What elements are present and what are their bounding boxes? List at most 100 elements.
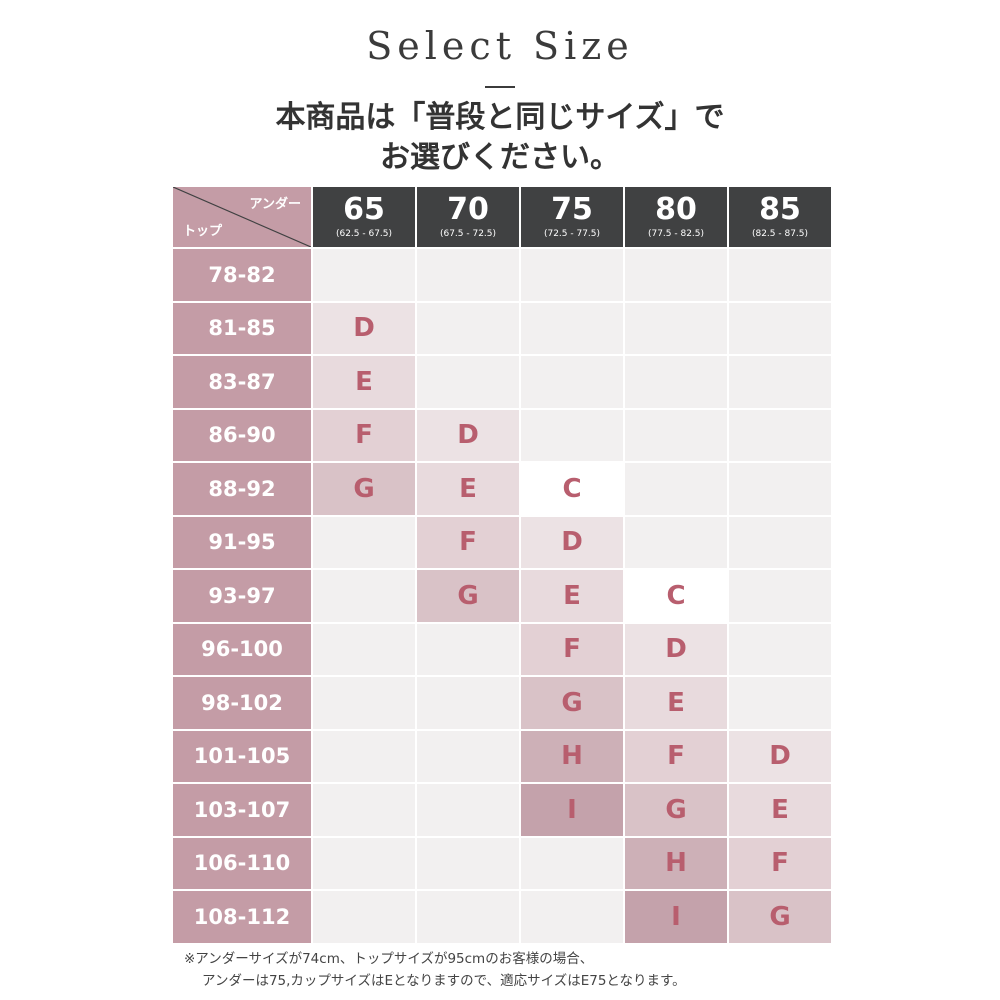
- empty-cell: [521, 249, 623, 301]
- cup-size-cell: F: [313, 409, 415, 461]
- cup-size-cell: G: [313, 463, 415, 515]
- empty-cell: [729, 570, 831, 622]
- empty-cell: [417, 302, 519, 354]
- corner-header-cell: アンダー トップ: [173, 187, 311, 247]
- corner-diagonal-line: [173, 187, 311, 247]
- top-size-header: 91-95: [173, 516, 311, 568]
- under-size-range: (62.5 - 67.5): [335, 229, 393, 239]
- empty-cell: [521, 891, 623, 943]
- empty-cell: [313, 516, 415, 568]
- cup-size-cell: I: [521, 784, 623, 836]
- empty-cell: [313, 891, 415, 943]
- cup-size-cell: C: [625, 570, 727, 622]
- subtitle: 本商品は「普段と同じサイズ」で お選びください。: [0, 98, 1000, 178]
- empty-cell: [417, 356, 519, 408]
- empty-cell: [625, 463, 727, 515]
- empty-cell: [521, 409, 623, 461]
- empty-cell: [417, 249, 519, 301]
- empty-cell: [729, 409, 831, 461]
- cup-size-cell: G: [729, 891, 831, 943]
- empty-cell: [729, 623, 831, 675]
- cup-size-cell: G: [417, 570, 519, 622]
- cup-size-cell: H: [625, 837, 727, 889]
- cup-size-cell: H: [521, 730, 623, 782]
- under-size-range: (67.5 - 72.5): [439, 229, 497, 239]
- cup-size-cell: G: [521, 677, 623, 729]
- cup-size-cell: D: [625, 623, 727, 675]
- cup-size-cell: I: [625, 891, 727, 943]
- footnote: ※アンダーサイズが74cm、トップサイズが95cmのお客様の場合、 アンダーは7…: [184, 948, 686, 992]
- empty-cell: [313, 730, 415, 782]
- under-size-value: 85: [759, 192, 801, 227]
- empty-cell: [417, 784, 519, 836]
- empty-cell: [729, 356, 831, 408]
- empty-cell: [625, 516, 727, 568]
- cup-size-cell: D: [313, 302, 415, 354]
- empty-cell: [625, 356, 727, 408]
- empty-cell: [625, 409, 727, 461]
- top-size-header: 83-87: [173, 356, 311, 408]
- under-size-value: 80: [655, 192, 697, 227]
- under-size-header-80: 80 (77.5 - 82.5): [625, 187, 727, 247]
- empty-cell: [417, 623, 519, 675]
- top-size-header: 98-102: [173, 677, 311, 729]
- footnote-line-1: ※アンダーサイズが74cm、トップサイズが95cmのお客様の場合、: [184, 951, 594, 967]
- empty-cell: [521, 837, 623, 889]
- subtitle-line-2: お選びください。: [380, 140, 620, 175]
- empty-cell: [729, 516, 831, 568]
- under-size-value: 75: [551, 192, 593, 227]
- empty-cell: [625, 249, 727, 301]
- empty-cell: [417, 837, 519, 889]
- cup-size-cell: G: [625, 784, 727, 836]
- empty-cell: [313, 249, 415, 301]
- top-size-header: 93-97: [173, 570, 311, 622]
- empty-cell: [417, 677, 519, 729]
- under-size-range: (82.5 - 87.5): [751, 229, 809, 239]
- empty-cell: [313, 677, 415, 729]
- top-size-axis-label: トップ: [183, 224, 223, 239]
- title-divider: [485, 86, 515, 88]
- cup-size-cell: D: [417, 409, 519, 461]
- under-size-axis-label: アンダー: [249, 197, 301, 212]
- under-size-header-85: 85 (82.5 - 87.5): [729, 187, 831, 247]
- empty-cell: [313, 570, 415, 622]
- empty-cell: [313, 623, 415, 675]
- empty-cell: [313, 784, 415, 836]
- empty-cell: [417, 730, 519, 782]
- top-size-header: 103-107: [173, 784, 311, 836]
- empty-cell: [625, 302, 727, 354]
- footnote-line-2: アンダーは75,カップサイズはEとなりますので、適応サイズはE75となります。: [202, 973, 686, 989]
- top-size-header: 78-82: [173, 249, 311, 301]
- empty-cell: [729, 677, 831, 729]
- cup-size-cell: E: [625, 677, 727, 729]
- cup-size-cell: D: [521, 516, 623, 568]
- size-chart-table: アンダー トップ 65 (62.5 - 67.5) 70 (67.5 - 72.5) 7…: [173, 187, 831, 943]
- subtitle-line-1: 本商品は「普段と同じサイズ」で: [275, 100, 725, 135]
- top-size-header: 96-100: [173, 623, 311, 675]
- under-size-header-75: 75 (72.5 - 77.5): [521, 187, 623, 247]
- cup-size-cell: C: [521, 463, 623, 515]
- under-size-header-65: 65 (62.5 - 67.5): [313, 187, 415, 247]
- empty-cell: [729, 249, 831, 301]
- under-size-header-70: 70 (67.5 - 72.5): [417, 187, 519, 247]
- cup-size-cell: E: [313, 356, 415, 408]
- top-size-header: 88-92: [173, 463, 311, 515]
- cup-size-cell: E: [521, 570, 623, 622]
- empty-cell: [521, 302, 623, 354]
- empty-cell: [521, 356, 623, 408]
- empty-cell: [417, 891, 519, 943]
- cup-size-cell: F: [521, 623, 623, 675]
- top-size-header: 108-112: [173, 891, 311, 943]
- empty-cell: [313, 837, 415, 889]
- cup-size-cell: D: [729, 730, 831, 782]
- empty-cell: [729, 302, 831, 354]
- top-size-header: 101-105: [173, 730, 311, 782]
- top-size-header: 81-85: [173, 302, 311, 354]
- top-size-header: 86-90: [173, 409, 311, 461]
- cup-size-cell: F: [625, 730, 727, 782]
- cup-size-cell: F: [417, 516, 519, 568]
- cup-size-cell: E: [417, 463, 519, 515]
- empty-cell: [729, 463, 831, 515]
- under-size-value: 65: [343, 192, 385, 227]
- cup-size-cell: E: [729, 784, 831, 836]
